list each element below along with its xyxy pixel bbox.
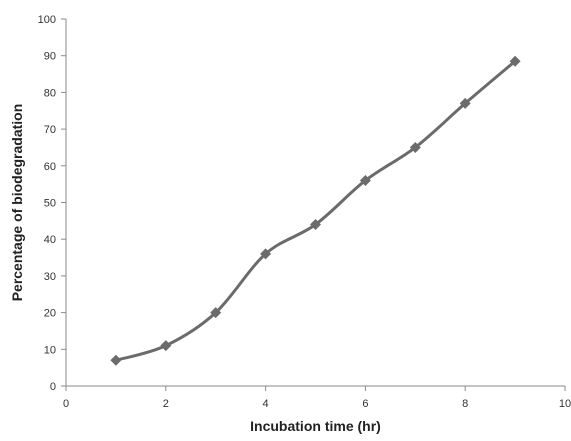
data-point <box>459 97 471 109</box>
data-point <box>110 354 122 366</box>
y-tick-label: 100 <box>38 14 56 26</box>
x-tick-label: 2 <box>163 398 169 410</box>
data-point <box>310 219 321 231</box>
ticks: 0 10 20 30 40 50 60 70 80 90 100 0 2 4 6 8 10 <box>38 14 571 410</box>
y-tick-label: 0 <box>50 381 56 393</box>
x-tick-label: 4 <box>263 398 269 410</box>
x-axis-title: Incubation time (hr) <box>250 418 381 434</box>
data-point <box>359 174 371 186</box>
axes <box>65 19 565 387</box>
data-point <box>260 248 272 260</box>
x-tick-label: 6 <box>362 398 368 410</box>
data-point <box>409 141 421 153</box>
y-tick-label: 60 <box>44 161 56 173</box>
x-tick-label: 8 <box>462 398 468 410</box>
x-tick-label: 10 <box>559 398 571 410</box>
y-tick-label: 30 <box>44 271 56 283</box>
y-tick-label: 50 <box>44 198 56 210</box>
data-point <box>160 340 172 352</box>
data-point <box>210 307 222 319</box>
data-point <box>509 55 521 67</box>
y-tick-label: 40 <box>44 234 56 246</box>
series <box>110 55 521 366</box>
y-tick-label: 10 <box>44 344 56 356</box>
y-tick-label: 20 <box>44 308 56 320</box>
y-tick-label: 90 <box>44 51 56 63</box>
y-axis-title: Percentage of biodegradation <box>9 104 25 302</box>
y-tick-label: 70 <box>44 124 56 136</box>
x-tick-label: 0 <box>63 398 69 410</box>
series-line <box>115 60 517 362</box>
y-tick-label: 80 <box>44 87 56 99</box>
